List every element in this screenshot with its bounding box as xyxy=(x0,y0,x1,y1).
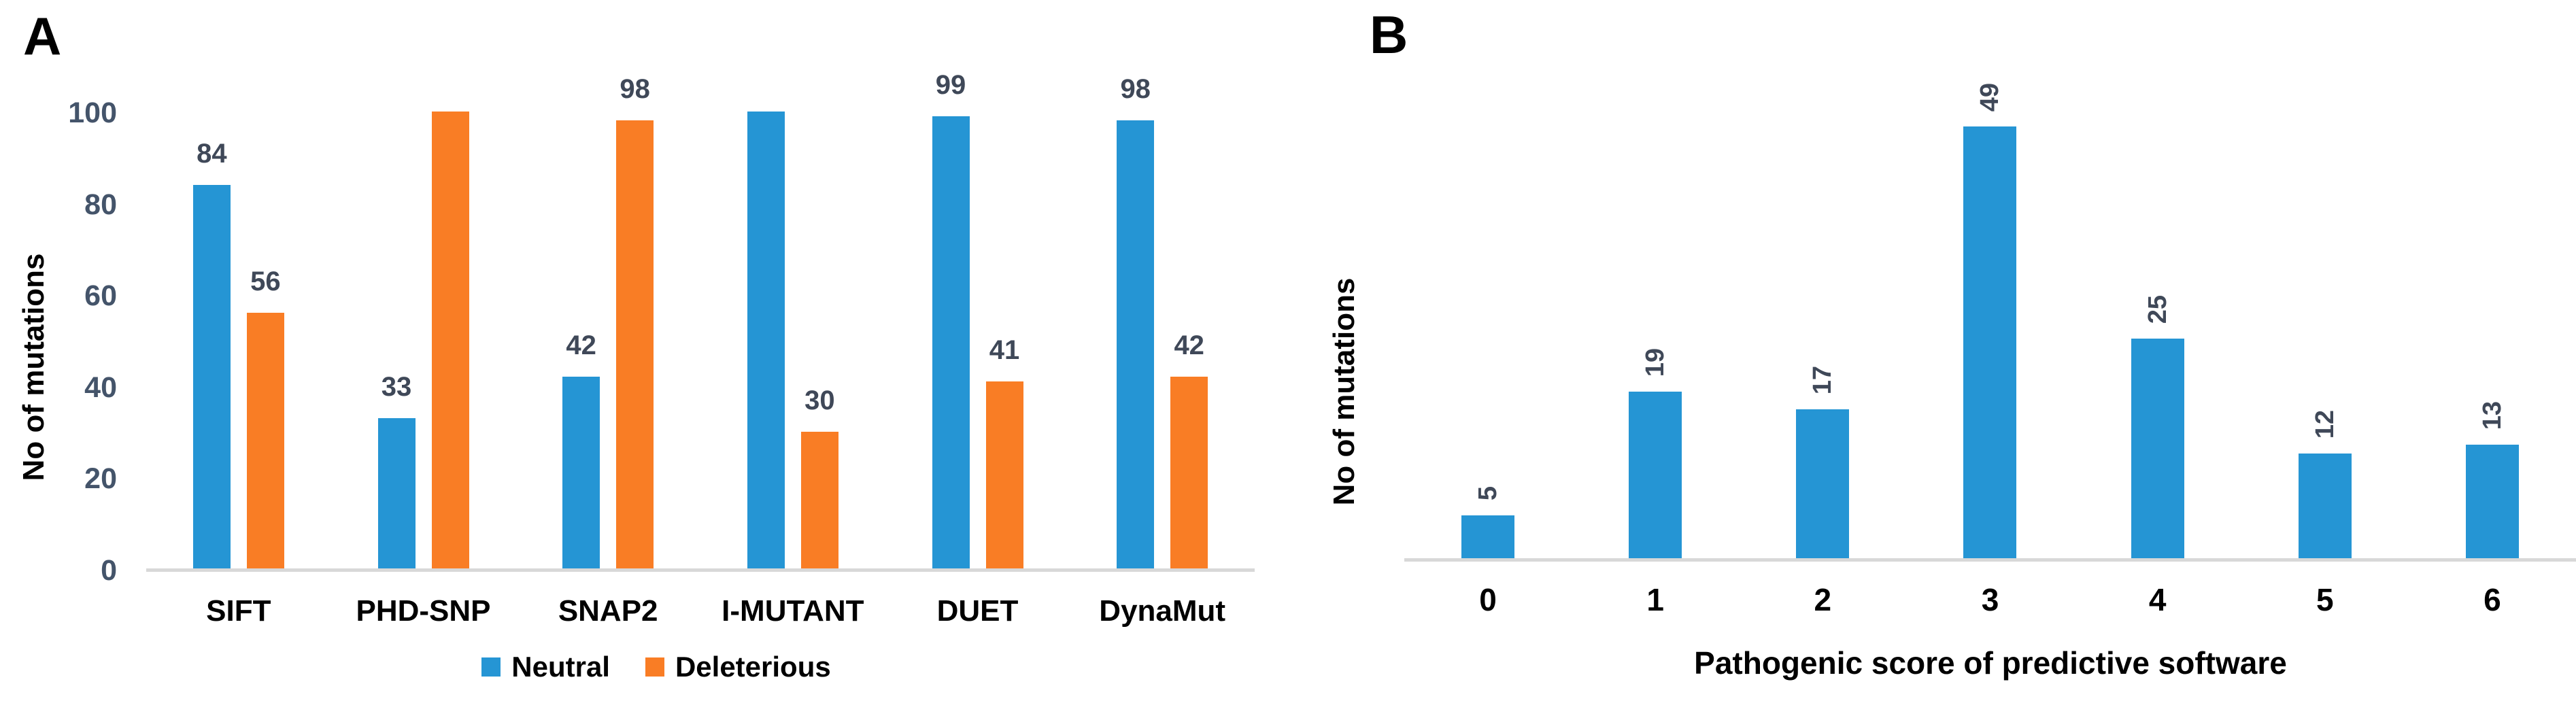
legend-swatch-deleterious xyxy=(645,657,664,677)
bar-group-snap2: 42 98 SNAP2 xyxy=(515,75,700,626)
data-label-deleterious-dynamut: 42 xyxy=(1174,330,1204,360)
x-tick-label-duet: DUET xyxy=(936,594,1019,628)
panel-b-y-axis-title: No of mutations xyxy=(1327,277,1361,506)
legend-swatch-neutral xyxy=(481,657,501,677)
x-tick-label-1: 1 xyxy=(1646,582,1664,617)
bar-neutral-snap2: 42 xyxy=(562,332,600,569)
data-label-no-of-mutations-2: 17 xyxy=(1808,365,1837,394)
y-tick-label-0: 0 xyxy=(101,554,117,587)
y-tick-label-60: 60 xyxy=(84,279,117,312)
data-label-deleterious-duet: 41 xyxy=(989,335,1020,365)
bar-no-of-mutations-1: 19 xyxy=(1629,348,1682,560)
x-tick-label-0: 0 xyxy=(1479,582,1497,617)
data-label-deleterious-snap2: 98 xyxy=(620,74,650,104)
bar-group-6: 13 6 xyxy=(2409,118,2576,615)
bar-no-of-mutations-4: 25 xyxy=(2131,295,2184,560)
x-tick-label-phd-snp: PHD-SNP xyxy=(356,594,491,628)
data-label-neutral-dynamut: 98 xyxy=(1120,74,1151,104)
legend-item-deleterious: Deleterious xyxy=(645,653,831,681)
panel-a-label: A xyxy=(23,6,62,66)
bar-no-of-mutations-5: 12 xyxy=(2298,410,2352,560)
panel-a-x-axis-line xyxy=(146,568,1255,572)
panel-a: A No of mutations 0 20 40 60 80 100 84 56 SIFT 3… xyxy=(0,6,1312,681)
bar-deleterious-sift: 56 xyxy=(246,268,284,569)
bar-group-5: 12 5 xyxy=(2241,118,2409,615)
x-tick-label-2: 2 xyxy=(1814,582,1832,617)
data-label-no-of-mutations-0: 5 xyxy=(1474,485,1503,500)
x-tick-label-6: 6 xyxy=(2484,582,2501,617)
bar-deleterious-snap2: 98 xyxy=(616,75,654,569)
bar-group-i-mutant: 30 I-MUTANT xyxy=(700,112,885,626)
bar-neutral-duet: 99 xyxy=(932,71,970,569)
bar-deleterious-dynamut: 42 xyxy=(1170,332,1208,569)
panel-b: B No of mutations 5 0 19 1 17 2 49 3 25 4 12 5 13 6 P… xyxy=(1312,0,2576,701)
bar-neutral-i-mutant xyxy=(747,112,785,569)
x-tick-label-5: 5 xyxy=(2316,582,2334,617)
data-label-no-of-mutations-1: 19 xyxy=(1641,347,1670,377)
bar-group-duet: 99 41 DUET xyxy=(885,71,1070,626)
bar-group-dynamut: 98 42 DynaMut xyxy=(1070,75,1255,626)
bar-no-of-mutations-0: 5 xyxy=(1461,486,1515,560)
panel-b-plot-area: 5 0 19 1 17 2 49 3 25 4 12 5 13 6 xyxy=(1404,83,2576,615)
bar-group-phd-snp: 33 PHD-SNP xyxy=(331,112,516,626)
bar-neutral-sift: 84 xyxy=(192,140,231,569)
legend-label-neutral: Neutral xyxy=(511,651,610,683)
bar-neutral-phd-snp: 33 xyxy=(377,373,416,569)
data-label-neutral-sift: 84 xyxy=(197,139,227,169)
x-tick-label-dynamut: DynaMut xyxy=(1099,594,1226,628)
x-tick-label-i-mutant: I-MUTANT xyxy=(722,594,864,628)
data-label-neutral-snap2: 42 xyxy=(566,330,596,360)
bar-group-sift: 84 56 SIFT xyxy=(146,112,331,626)
panel-b-x-axis-line xyxy=(1404,558,2576,562)
y-tick-label-100: 100 xyxy=(68,97,117,129)
legend-item-neutral: Neutral xyxy=(481,653,610,681)
data-label-no-of-mutations-4: 25 xyxy=(2143,294,2172,324)
y-tick-label-20: 20 xyxy=(84,462,117,495)
x-tick-label-4: 4 xyxy=(2148,582,2167,617)
data-label-no-of-mutations-3: 49 xyxy=(1976,82,2005,112)
panel-a-plot-area: 84 56 SIFT 33 PHD-SNP 42 98 SNAP2 30 I-MUTANT 99 41… xyxy=(146,71,1255,626)
data-label-no-of-mutations-5: 12 xyxy=(2310,409,2339,439)
x-tick-label-3: 3 xyxy=(1981,582,1999,617)
bar-no-of-mutations-3: 49 xyxy=(1963,83,2017,560)
data-label-deleterious-i-mutant: 30 xyxy=(804,386,835,415)
x-tick-label-sift: SIFT xyxy=(206,594,271,628)
panel-b-x-axis-title: Pathogenic score of predictive software xyxy=(1694,645,2287,681)
bar-group-2: 17 2 xyxy=(1739,118,1906,615)
bar-deleterious-duet: 41 xyxy=(985,337,1023,569)
bar-group-4: 25 4 xyxy=(2074,118,2241,615)
bar-deleterious-phd-snp xyxy=(431,112,469,569)
data-label-no-of-mutations-6: 13 xyxy=(2477,400,2507,430)
x-tick-label-snap2: SNAP2 xyxy=(558,594,658,628)
y-tick-label-40: 40 xyxy=(84,371,117,404)
bar-group-3: 49 3 xyxy=(1906,83,2073,615)
panel-b-label: B xyxy=(1370,5,1408,65)
bar-neutral-dynamut: 98 xyxy=(1117,75,1155,569)
data-label-neutral-duet: 99 xyxy=(935,70,966,100)
bar-no-of-mutations-2: 17 xyxy=(1796,366,1850,560)
legend-label-deleterious: Deleterious xyxy=(675,651,831,683)
data-label-neutral-phd-snp: 33 xyxy=(381,372,412,402)
legend: Neutral Deleterious xyxy=(0,653,1312,681)
y-tick-label-80: 80 xyxy=(84,188,117,221)
bar-deleterious-i-mutant: 30 xyxy=(800,387,838,569)
bar-group-1: 19 1 xyxy=(1572,118,1739,615)
bar-no-of-mutations-6: 13 xyxy=(2465,401,2519,560)
data-label-deleterious-sift: 56 xyxy=(250,267,281,296)
